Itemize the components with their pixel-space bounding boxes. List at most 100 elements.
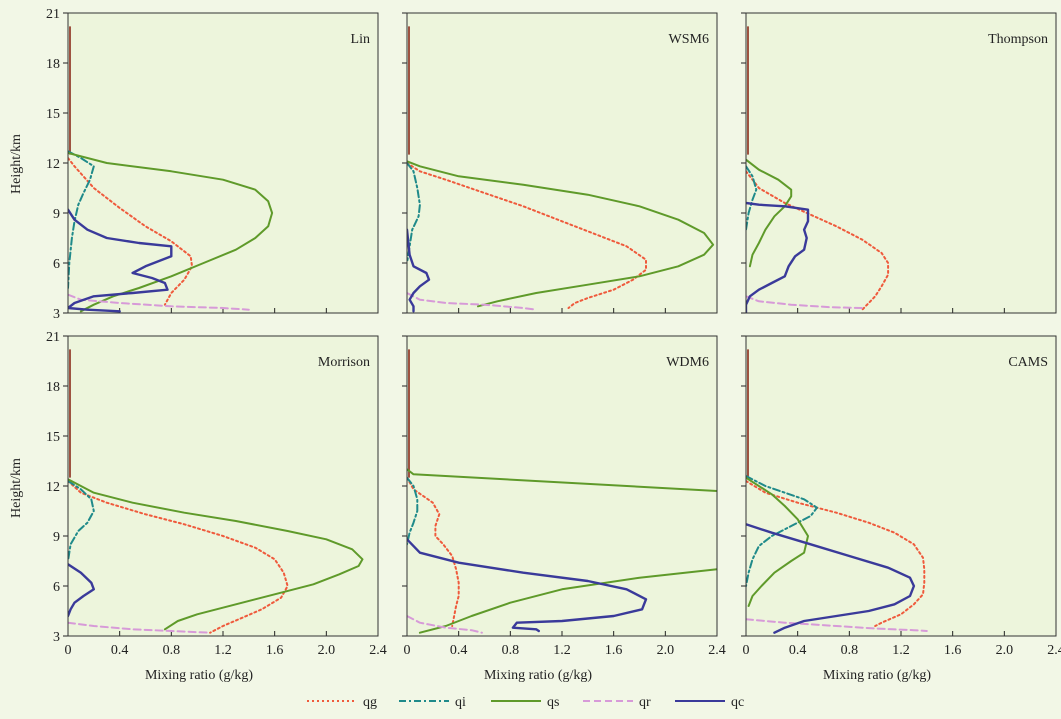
plot-area (746, 336, 1056, 636)
series-qi (68, 480, 95, 562)
panel-title: Lin (351, 32, 370, 47)
x-tick-label: 1.6 (944, 643, 962, 658)
plot-area (746, 13, 1056, 313)
x-tick-label: 0.4 (111, 643, 129, 658)
series-group (68, 150, 274, 313)
x-tick-label: 0.8 (841, 643, 859, 658)
series-qi (746, 475, 818, 587)
series-qr (407, 615, 483, 634)
x-tick-label: 0.8 (502, 643, 520, 658)
panel-title: Thompson (988, 32, 1048, 47)
plot-frame (745, 12, 1057, 314)
legend-label: qs (547, 695, 559, 710)
y-tick-label: 15 (46, 107, 60, 122)
series-qc (407, 228, 431, 313)
series-qr (68, 621, 212, 634)
panel-wdm6: 0 0.4 0.8 1.2 1.6 2.0 2.4 WDM6 (402, 335, 726, 658)
y-tick-label: 12 (46, 480, 60, 495)
y-tick-label: 12 (46, 157, 60, 172)
y-axis-title-bottom: Height/km (9, 458, 24, 518)
y-tick-label: 9 (53, 207, 60, 222)
series-group (746, 158, 890, 313)
x-axis-title-2: Mixing ratio (g/kg) (484, 668, 592, 683)
series-qs (68, 152, 274, 313)
panel-cams: 0 0.4 0.8 1.2 1.6 2.0 2.4 CAMS (741, 335, 1061, 658)
legend-label: qc (731, 695, 744, 710)
x-tick-label: 2.0 (996, 643, 1014, 658)
legend-item-qc: qc (675, 695, 744, 710)
y-tick-label: 9 (53, 530, 60, 545)
series-qg (407, 162, 647, 309)
x-tick-label: 0 (65, 643, 72, 658)
y-tick-label: 15 (46, 430, 60, 445)
y-tick-label: 21 (46, 7, 60, 22)
series-qi (746, 165, 758, 231)
series-group (68, 478, 364, 634)
panel-morrison: 3 6 9 12 15 18 21 0 0.4 0.8 1.2 1.6 2.0 2.4 Morrison (46, 330, 387, 658)
series-qg (407, 476, 460, 627)
plot-frame (745, 335, 1057, 637)
legend-label: qr (639, 695, 651, 710)
legend-label: qg (363, 695, 377, 710)
y-tick-label: 18 (46, 57, 60, 72)
x-tick-label: 1.2 (214, 643, 232, 658)
x-tick-label: 2.4 (708, 643, 726, 658)
series-qc (68, 563, 95, 618)
series-group (407, 160, 715, 313)
plot-area (407, 13, 717, 313)
series-qg (746, 170, 890, 311)
series-qc (407, 538, 648, 633)
x-tick-label: 1.2 (892, 643, 910, 658)
series-qc (68, 208, 173, 313)
legend-item-qs: qs (491, 695, 559, 710)
panels: 3 6 9 12 15 18 21 Lin WSM6 Thompson 3 6 9 12 15 18 21 0 0.… (46, 7, 1061, 658)
y-tick-label: 6 (53, 257, 60, 272)
x-tick-label: 2.0 (318, 643, 336, 658)
series-qi (407, 476, 419, 546)
panel-title: WSM6 (669, 32, 709, 47)
x-tick-label: 0 (743, 643, 750, 658)
series-qc (746, 523, 916, 634)
x-axis-title-1: Mixing ratio (g/kg) (145, 668, 253, 683)
series-qc (746, 201, 810, 313)
panel-title: CAMS (1008, 355, 1048, 370)
y-tick-label: 21 (46, 330, 60, 345)
series-group (407, 468, 717, 634)
series-qg (746, 480, 926, 627)
panel-title: WDM6 (666, 355, 709, 370)
legend-label: qi (455, 695, 466, 710)
plot-frame (67, 12, 379, 314)
y-tick-label: 3 (53, 307, 60, 322)
y-tick-label: 6 (53, 580, 60, 595)
series-qs (746, 476, 809, 607)
x-tick-label: 0.4 (789, 643, 807, 658)
series-qr (746, 295, 864, 309)
plot-frame (406, 12, 718, 314)
y-tick-label: 3 (53, 630, 60, 645)
panel-title: Morrison (318, 355, 370, 370)
plot-area (407, 336, 717, 636)
panel-lin: 3 6 9 12 15 18 21 Lin (46, 7, 379, 322)
series-qr (746, 618, 928, 632)
series-qg (68, 157, 193, 306)
panel-wsm6: WSM6 (402, 12, 718, 314)
legend-item-qr: qr (583, 695, 651, 710)
x-tick-label: 2.4 (369, 643, 387, 658)
x-tick-label: 0 (404, 643, 411, 658)
series-qr (68, 293, 250, 311)
series-qr (407, 292, 538, 311)
x-tick-label: 0.4 (450, 643, 468, 658)
legend: qg qi qs qr qc (307, 695, 744, 710)
plot-frame (67, 335, 379, 637)
x-axis-title-3: Mixing ratio (g/kg) (823, 668, 931, 683)
series-qs (68, 478, 364, 631)
series-qs (407, 468, 717, 492)
series-group (746, 475, 928, 634)
plot-area (68, 13, 378, 313)
legend-item-qi: qi (399, 695, 466, 710)
legend-item-qg: qg (307, 695, 377, 710)
x-tick-label: 2.4 (1047, 643, 1061, 658)
x-tick-label: 1.6 (605, 643, 623, 658)
y-tick-label: 18 (46, 380, 60, 395)
